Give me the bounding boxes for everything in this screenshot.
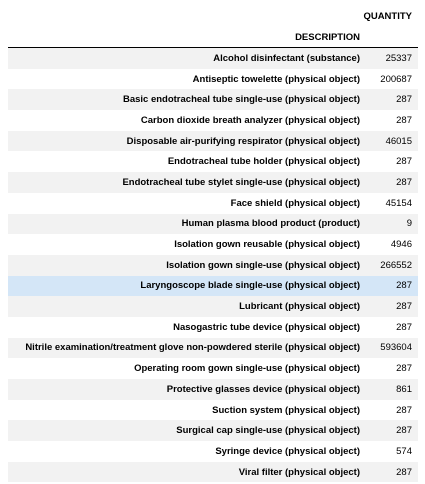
table-row: Nitrile examination/treatment glove non-… [8,337,418,359]
table-row: Lubricant (physical object) 287 [8,296,418,317]
row-description: Alcohol disinfectant (substance) [8,47,360,69]
table-row: Isolation gown single-use (physical obje… [8,254,418,276]
row-description: Human plasma blood product (product) [8,213,360,235]
table-row: Isolation gown reusable (physical object… [8,234,418,255]
header-row-columns: QUANTITY [8,6,418,27]
row-quantity: 287 [360,420,418,442]
row-quantity: 287 [360,110,418,131]
row-quantity: 287 [360,151,418,173]
table-row: Surgical cap single-use (physical object… [8,420,418,442]
dataframe-table: QUANTITY DESCRIPTION Alcohol disinfectan… [8,6,418,483]
row-quantity: 593604 [360,337,418,359]
row-quantity: 266552 [360,254,418,276]
row-description: Endotracheal tube holder (physical objec… [8,151,360,173]
table-row: Alcohol disinfectant (substance) 25337 [8,47,418,69]
row-quantity: 287 [360,316,418,338]
row-quantity: 46015 [360,130,418,152]
table-row: Syringe device (physical object) 574 [8,441,418,462]
table-row: Laryngoscope blade single-use (physical … [8,275,418,297]
row-quantity: 45154 [360,192,418,214]
row-quantity: 861 [360,379,418,400]
table-row: Viral filter (physical object) 287 [8,461,418,483]
table-row: Disposable air-purifying respirator (phy… [8,130,418,152]
row-quantity: 4946 [360,234,418,255]
row-description: Carbon dioxide breath analyzer (physical… [8,110,360,131]
row-description: Protective glasses device (physical obje… [8,379,360,400]
table-row: Basic endotracheal tube single-use (phys… [8,89,418,111]
dataframe-table-container: QUANTITY DESCRIPTION Alcohol disinfectan… [8,6,418,483]
table-row: Face shield (physical object) 45154 [8,192,418,214]
row-description: Endotracheal tube stylet single-use (phy… [8,172,360,193]
table-row: Antiseptic towelette (physical object) 20… [8,68,418,90]
row-description: Basic endotracheal tube single-use (phys… [8,89,360,111]
row-quantity: 287 [360,275,418,297]
table-body: Alcohol disinfectant (substance) 25337 Ant… [8,47,418,483]
table-header: QUANTITY DESCRIPTION [8,6,418,48]
row-description: Operating room gown single-use (physical… [8,358,360,379]
row-description: Nasogastric tube device (physical object… [8,316,360,338]
header-row-index: DESCRIPTION [8,27,418,48]
row-quantity: 287 [360,399,418,421]
table-row: Human plasma blood product (product) 9 [8,213,418,235]
table-row: Nasogastric tube device (physical object… [8,316,418,338]
row-description: Viral filter (physical object) [8,461,360,483]
row-description: Surgical cap single-use (physical object… [8,420,360,442]
row-description: Disposable air-purifying respirator (phy… [8,130,360,152]
row-quantity: 287 [360,296,418,317]
blank-header-cell [8,6,360,27]
row-quantity: 574 [360,441,418,462]
table-row: Endotracheal tube holder (physical objec… [8,151,418,173]
row-description: Nitrile examination/treatment glove non-… [8,337,360,359]
table-row: Protective glasses device (physical obje… [8,379,418,400]
row-description: Syringe device (physical object) [8,441,360,462]
row-quantity: 9 [360,213,418,235]
row-description: Isolation gown reusable (physical object… [8,234,360,255]
row-description: Antiseptic towelette (physical object) [8,68,360,90]
row-quantity: 287 [360,358,418,379]
row-description: Suction system (physical object) [8,399,360,421]
row-quantity: 287 [360,461,418,483]
row-description: Isolation gown single-use (physical obje… [8,254,360,276]
blank-header-cell [360,27,418,48]
column-header-quantity: QUANTITY [363,11,412,22]
table-row: Suction system (physical object) 287 [8,399,418,421]
row-quantity: 200687 [360,68,418,90]
table-row: Carbon dioxide breath analyzer (physical… [8,110,418,131]
row-description: Laryngoscope blade single-use (physical … [8,275,360,297]
table-row: Operating room gown single-use (physical… [8,358,418,379]
row-description: Face shield (physical object) [8,192,360,214]
row-description: Lubricant (physical object) [8,296,360,317]
index-header-description: DESCRIPTION [8,27,360,48]
row-quantity: 287 [360,89,418,111]
row-quantity: 25337 [360,47,418,69]
row-quantity: 287 [360,172,418,193]
table-row: Endotracheal tube stylet single-use (phy… [8,172,418,193]
